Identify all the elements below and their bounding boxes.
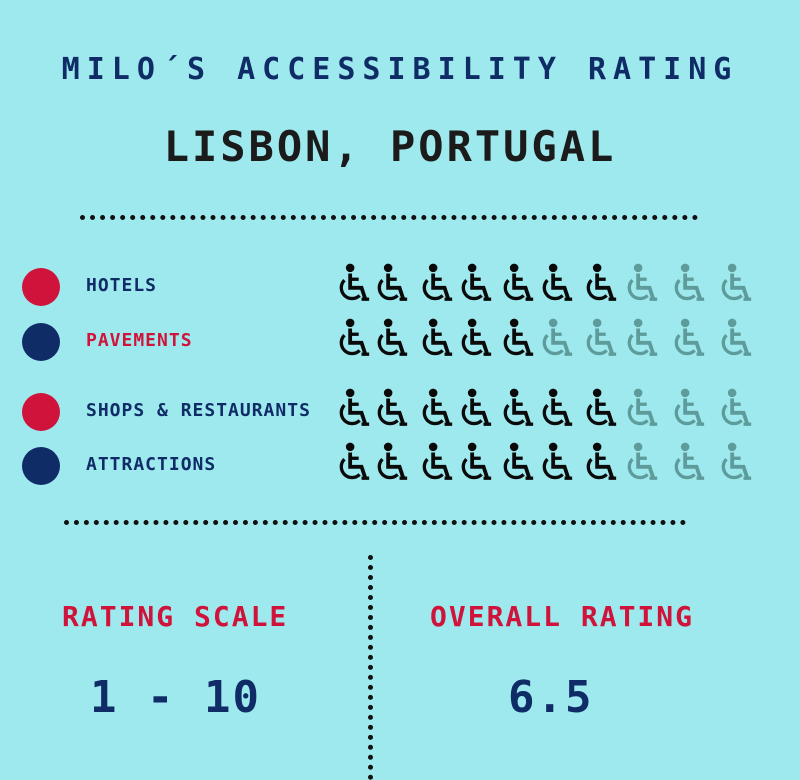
- overall-rating-heading: OVERALL RATING: [430, 600, 695, 633]
- wheelchair-icon: [537, 317, 575, 361]
- category-row: HOTELS: [0, 262, 800, 308]
- wheelchair-icon: [372, 317, 410, 361]
- category-dot: [22, 447, 60, 485]
- category-row: ATTRACTIONS: [0, 441, 800, 487]
- wheelchair-icon: [581, 441, 619, 485]
- category-row: PAVEMENTS: [0, 317, 800, 363]
- wheelchair-icon: [537, 262, 575, 306]
- wheelchair-icon: [669, 387, 707, 431]
- wheelchair-icon: [716, 317, 754, 361]
- wheelchair-icon: [334, 441, 372, 485]
- wheelchair-icon: [417, 262, 455, 306]
- wheelchair-icon: [498, 262, 536, 306]
- wheelchair-icon: [581, 317, 619, 361]
- category-row: SHOPS & RESTAURANTS: [0, 387, 800, 433]
- category-label: ATTRACTIONS: [86, 454, 217, 475]
- wheelchair-icon: [669, 317, 707, 361]
- wheelchair-icon: [716, 262, 754, 306]
- category-dot: [22, 268, 60, 306]
- rating-icons: [334, 262, 754, 308]
- overall-rating-value: 6.5: [508, 672, 594, 723]
- wheelchair-icon: [716, 441, 754, 485]
- category-label: PAVEMENTS: [86, 330, 193, 351]
- wheelchair-icon: [334, 387, 372, 431]
- wheelchair-icon: [537, 441, 575, 485]
- wheelchair-icon: [622, 262, 660, 306]
- rating-icons: [334, 441, 754, 487]
- category-dot: [22, 393, 60, 431]
- top-divider: [80, 215, 698, 220]
- wheelchair-icon: [334, 262, 372, 306]
- wheelchair-icon: [372, 441, 410, 485]
- wheelchair-icon: [456, 317, 494, 361]
- rating-icons: [334, 317, 754, 363]
- category-label: SHOPS & RESTAURANTS: [86, 400, 311, 421]
- wheelchair-icon: [417, 387, 455, 431]
- page-title: MILO´S ACCESSIBILITY RATING: [61, 52, 739, 87]
- wheelchair-icon: [669, 441, 707, 485]
- wheelchair-icon: [417, 441, 455, 485]
- wheelchair-icon: [622, 317, 660, 361]
- wheelchair-icon: [334, 317, 372, 361]
- wheelchair-icon: [372, 262, 410, 306]
- rating-scale-value: 1 - 10: [90, 672, 261, 723]
- category-dot: [22, 323, 60, 361]
- wheelchair-icon: [716, 387, 754, 431]
- wheelchair-icon: [622, 387, 660, 431]
- wheelchair-icon: [372, 387, 410, 431]
- wheelchair-icon: [498, 387, 536, 431]
- wheelchair-icon: [456, 387, 494, 431]
- rating-icons: [334, 387, 754, 433]
- wheelchair-icon: [537, 387, 575, 431]
- wheelchair-icon: [581, 387, 619, 431]
- wheelchair-icon: [622, 441, 660, 485]
- wheelchair-icon: [498, 317, 536, 361]
- wheelchair-icon: [581, 262, 619, 306]
- location-title: LISBON, PORTUGAL: [163, 122, 617, 171]
- rating-scale-heading: RATING SCALE: [62, 600, 289, 633]
- wheelchair-icon: [669, 262, 707, 306]
- bottom-divider: [64, 520, 686, 525]
- wheelchair-icon: [456, 441, 494, 485]
- wheelchair-icon: [417, 317, 455, 361]
- wheelchair-icon: [456, 262, 494, 306]
- category-label: HOTELS: [86, 275, 158, 296]
- vertical-divider: [368, 555, 373, 780]
- wheelchair-icon: [498, 441, 536, 485]
